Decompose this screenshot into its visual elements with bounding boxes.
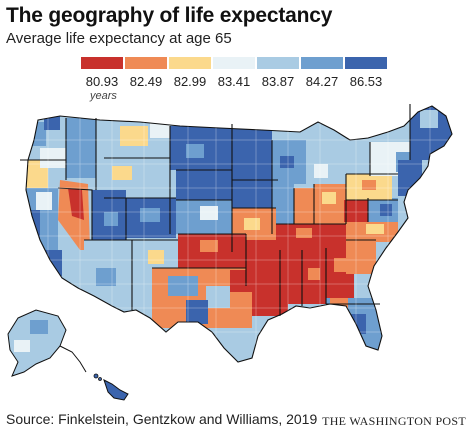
- legend-swatch-6: [300, 56, 344, 70]
- legend-swatch-4: [212, 56, 256, 70]
- legend-swatch-7: [344, 56, 388, 70]
- chart-subtitle: Average life expectancy at age 65: [6, 30, 232, 47]
- alaska-inset: [7, 309, 87, 377]
- hawaii-inset: [93, 373, 129, 401]
- legend-label-4: 83.41: [217, 74, 251, 89]
- legend-label-5: 83.87: [261, 74, 295, 89]
- us-choropleth-map: [7, 104, 453, 401]
- legend-swatch-3: [168, 56, 212, 70]
- publisher-credit: THE WASHINGTON POST: [322, 414, 466, 428]
- legend-label-2: 82.49: [129, 74, 163, 89]
- legend-label-6: 84.27: [305, 74, 339, 89]
- legend-unit: years: [90, 90, 117, 102]
- legend-swatch-1: [80, 56, 124, 70]
- color-legend: 80.93 82.49 82.99 83.41 83.87 84.27 86.5…: [80, 52, 392, 102]
- contiguous-us: [20, 104, 453, 363]
- legend-label-1: 80.93: [85, 74, 119, 89]
- legend-swatch-5: [256, 56, 300, 70]
- legend-label-3: 82.99: [173, 74, 207, 89]
- chart-title: The geography of life expectancy: [6, 4, 333, 27]
- source-note: Source: Finkelstein, Gentzkow and Willia…: [6, 411, 318, 427]
- legend-swatch-2: [124, 56, 168, 70]
- legend-label-7: 86.53: [349, 74, 383, 89]
